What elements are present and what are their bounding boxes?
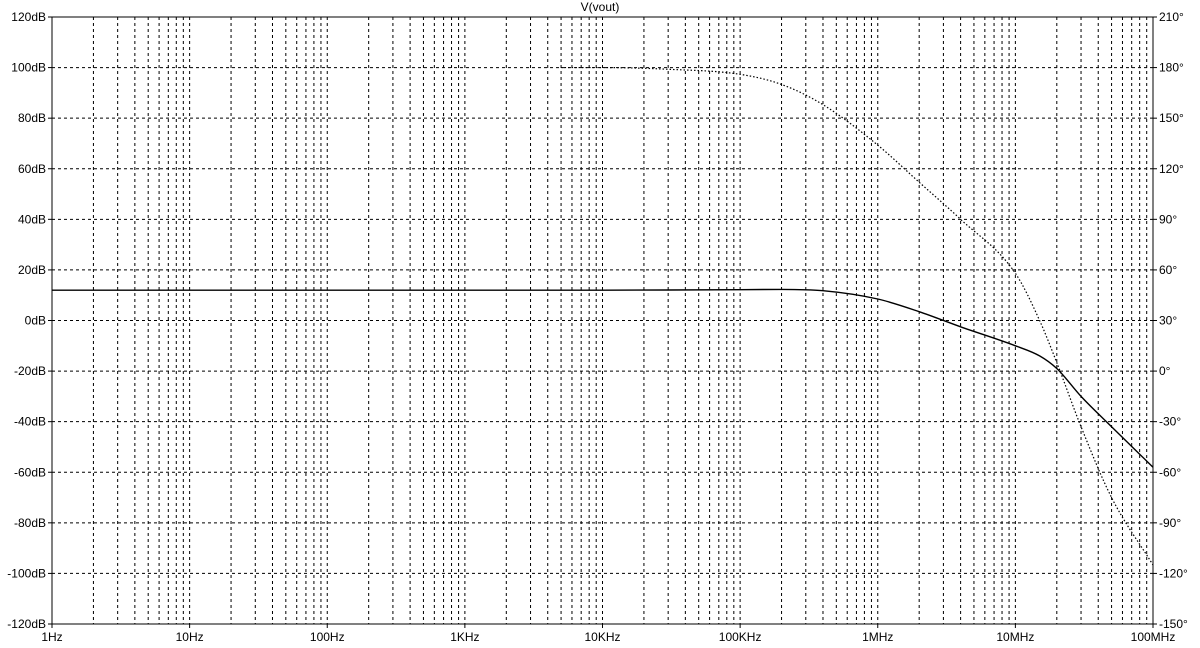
x-tick-label: 100KHz bbox=[719, 630, 762, 644]
left-axis-ticks: 120dB 100dB 80dB 60dB 40dB 20dB 0dB -20dB -40dB -… bbox=[7, 10, 52, 631]
right-tick-label: 180° bbox=[1159, 61, 1184, 75]
x-tick-label: 1KHz bbox=[450, 630, 479, 644]
right-tick-label: 60° bbox=[1159, 263, 1177, 277]
series-group bbox=[51, 66, 1154, 566]
x-tick-label: 10Hz bbox=[176, 630, 204, 644]
x-tick-label: 10KHz bbox=[584, 630, 620, 644]
grid bbox=[52, 17, 1153, 624]
right-tick-label: 90° bbox=[1159, 212, 1177, 226]
right-tick-label: -150° bbox=[1159, 617, 1188, 631]
left-tick-label: 80dB bbox=[18, 111, 46, 125]
right-tick-label: 210° bbox=[1159, 10, 1184, 24]
x-axis-ticks: 1Hz 10Hz 100Hz 1KHz 10KHz 100KHz 1MHz 10MHz 100M… bbox=[41, 624, 1175, 644]
chart-title: V(vout) bbox=[581, 0, 620, 14]
x-tick-label: 100MHz bbox=[1131, 630, 1176, 644]
left-tick-label: 60dB bbox=[18, 162, 46, 176]
x-tick-label: 1Hz bbox=[41, 630, 62, 644]
x-tick-label: 10MHz bbox=[996, 630, 1034, 644]
left-tick-label: -100dB bbox=[7, 566, 46, 580]
left-tick-label: -20dB bbox=[14, 364, 46, 378]
right-tick-label: 120° bbox=[1159, 162, 1184, 176]
right-tick-label: 150° bbox=[1159, 111, 1184, 125]
left-tick-label: -60dB bbox=[14, 465, 46, 479]
left-tick-label: -80dB bbox=[14, 516, 46, 530]
right-tick-label: -120° bbox=[1159, 566, 1188, 580]
right-tick-label: 30° bbox=[1159, 314, 1177, 328]
right-axis-ticks: 210° 180° 150° 120° 90° 60° 30° 0° -30° -60° -90° -… bbox=[1153, 10, 1188, 631]
left-tick-label: 100dB bbox=[11, 61, 46, 75]
series-line-magnitude bbox=[51, 288, 1154, 468]
x-tick-label: 1MHz bbox=[862, 630, 893, 644]
x-tick-label: 100Hz bbox=[310, 630, 345, 644]
left-tick-label: 120dB bbox=[11, 10, 46, 24]
left-tick-label: -40dB bbox=[14, 415, 46, 429]
series-line-phase bbox=[561, 66, 1154, 566]
left-tick-label: 20dB bbox=[18, 263, 46, 277]
right-tick-label: 0° bbox=[1159, 364, 1171, 378]
left-tick-label: -120dB bbox=[7, 617, 46, 631]
right-tick-label: -90° bbox=[1159, 516, 1181, 530]
left-tick-label: 40dB bbox=[18, 212, 46, 226]
left-tick-label: 0dB bbox=[25, 314, 46, 328]
right-tick-label: -60° bbox=[1159, 465, 1181, 479]
right-tick-label: -30° bbox=[1159, 415, 1181, 429]
